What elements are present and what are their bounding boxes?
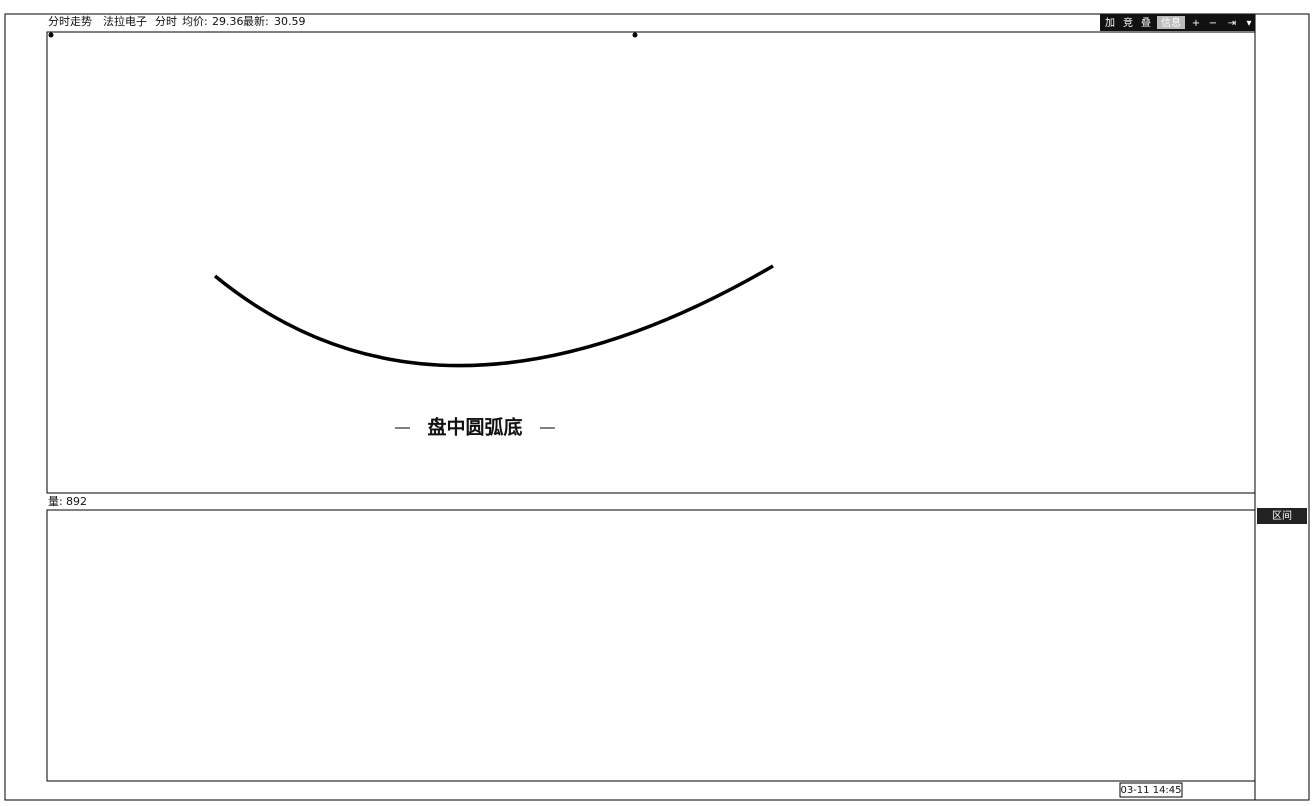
stock-name: 法拉电子 [103, 14, 147, 28]
toolbar-button[interactable]: 加 [1105, 17, 1115, 29]
toolbar-button[interactable]: 竞 [1123, 16, 1133, 29]
mode: 分时 [155, 15, 177, 28]
toolbar-button[interactable]: 信息 [1161, 16, 1181, 29]
avg-value: 29.36 [212, 15, 244, 28]
range-button-bg[interactable] [1257, 508, 1307, 524]
panel-title: 分时走势 [48, 15, 92, 28]
range-button[interactable]: 区间 [1272, 509, 1292, 522]
toolbar-button[interactable]: ▾ [1246, 18, 1251, 29]
marker-dot [48, 32, 54, 38]
volume-current: 892 [66, 495, 87, 508]
annotation-bg [405, 414, 545, 442]
toolbar-highlight [1157, 16, 1185, 29]
toolbar-button[interactable]: 叠 [1141, 17, 1151, 29]
last-value: 30.59 [274, 15, 306, 28]
toolbar-buttons: 加竞叠信息 + − ⇥ ▾ [1105, 16, 1252, 29]
volume-title: 量: [48, 495, 63, 508]
arc-annotation [213, 264, 774, 368]
marker-dot [632, 32, 638, 38]
avg-label: 均价: [182, 15, 208, 28]
toolbar-button[interactable]: ⇥ [1228, 18, 1236, 29]
cursor-label: 03-11 14:45 [1120, 785, 1181, 796]
toolbar-button[interactable]: + [1192, 18, 1200, 29]
cursor-box [1119, 782, 1183, 798]
toolbar-button[interactable]: − [1209, 18, 1217, 29]
frame [4, 13, 1310, 801]
last-label: 最新: [243, 14, 269, 28]
annotation: 盘中圆弧底 [427, 416, 522, 439]
